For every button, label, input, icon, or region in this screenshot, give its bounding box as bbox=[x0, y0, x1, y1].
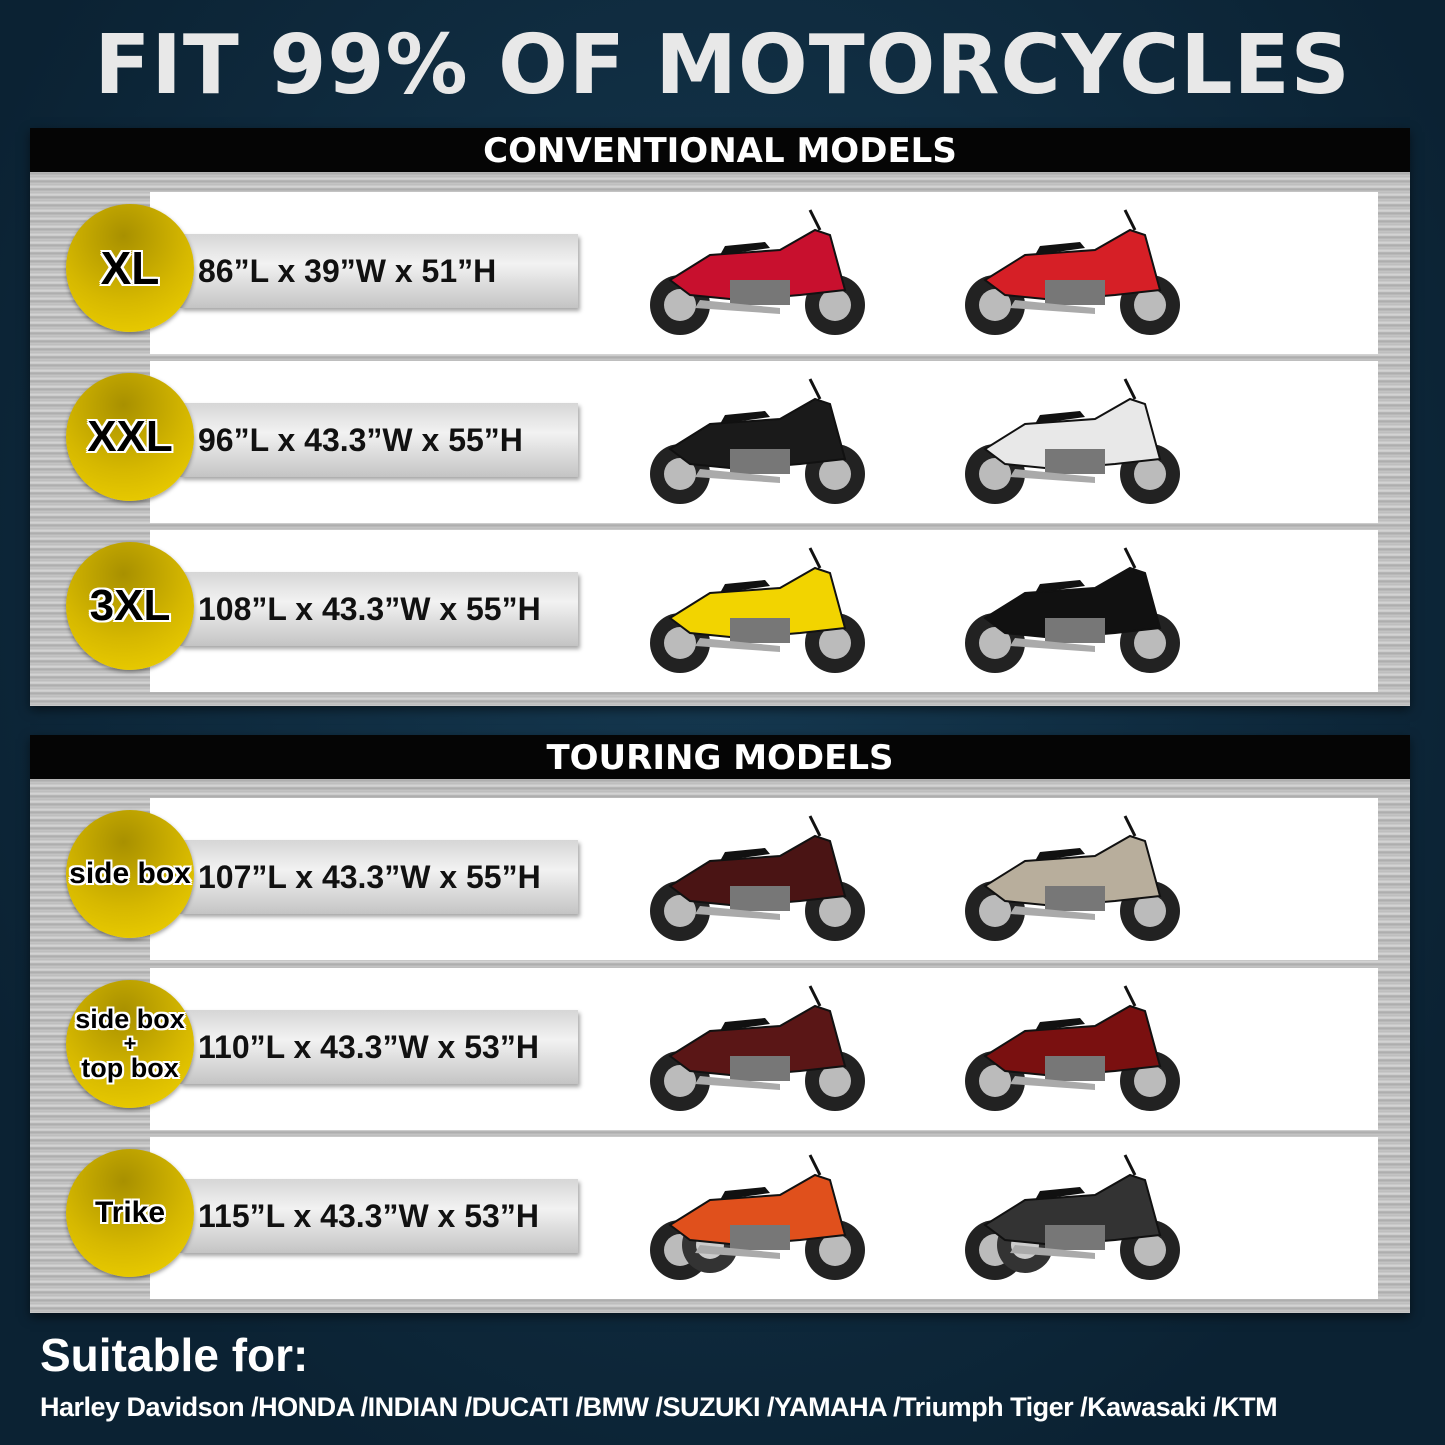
motorcycle-image bbox=[945, 976, 1205, 1122]
size-label: side box bbox=[69, 857, 191, 890]
motorcycle-image bbox=[945, 200, 1205, 346]
section-heading: TOURING MODELS bbox=[30, 735, 1410, 779]
section-heading: CONVENTIONAL MODELS bbox=[30, 128, 1410, 172]
page-title: FIT 99% OF MOTORCYCLES bbox=[94, 18, 1351, 113]
size-label: Trike bbox=[94, 1196, 166, 1229]
brand-list: Harley Davidson /HONDA /INDIAN /DUCATI /… bbox=[40, 1392, 1278, 1422]
size-label: XL bbox=[100, 242, 160, 294]
size-label: XXL bbox=[87, 412, 173, 461]
size-row-xl: XL 86”L x 39”W x 51”H bbox=[66, 192, 1378, 354]
motorcycle-image bbox=[630, 1145, 890, 1291]
size-badge: 3XL bbox=[66, 542, 194, 670]
dimensions-label: 110”L x 43.3”W x 53”H bbox=[180, 1010, 578, 1084]
motorcycle-image bbox=[630, 806, 890, 952]
conventional-panel: CONVENTIONAL MODELS XL 86”L x 39”W x 51”H… bbox=[30, 128, 1410, 706]
motorcycle-image bbox=[630, 369, 890, 515]
size-badge: side box + top box bbox=[66, 980, 194, 1108]
motorcycle-image bbox=[945, 538, 1205, 684]
size-badge: XXL bbox=[66, 373, 194, 501]
size-row-xxl: XXL 96”L x 43.3”W x 55”H bbox=[66, 361, 1378, 523]
motorcycle-image bbox=[630, 538, 890, 684]
dimensions-label: 96”L x 43.3”W x 55”H bbox=[180, 403, 578, 477]
touring-panel: TOURING MODELS side box 107”L x 43.3”W x … bbox=[30, 735, 1410, 1313]
size-label: top box bbox=[81, 1053, 179, 1083]
motorcycle-image bbox=[630, 200, 890, 346]
dimensions-label: 108”L x 43.3”W x 55”H bbox=[180, 572, 578, 646]
size-row-side-box: side box 107”L x 43.3”W x 55”H bbox=[66, 798, 1378, 960]
motorcycle-image bbox=[630, 976, 890, 1122]
plus-label: + bbox=[123, 1031, 137, 1056]
size-label: side box bbox=[75, 1004, 185, 1034]
motorcycle-image bbox=[945, 806, 1205, 952]
motorcycle-image bbox=[945, 369, 1205, 515]
size-row-trike: Trike 115”L x 43.3”W x 53”H bbox=[66, 1137, 1378, 1299]
dimensions-label: 86”L x 39”W x 51”H bbox=[180, 234, 578, 308]
motorcycle-image bbox=[945, 1145, 1205, 1291]
size-badge: side box bbox=[66, 810, 194, 938]
dimensions-label: 107”L x 43.3”W x 55”H bbox=[180, 840, 578, 914]
size-label: 3XL bbox=[89, 581, 171, 630]
size-row-side-top-box: side box + top box 110”L x 43.3”W x 53”H bbox=[66, 968, 1378, 1130]
suitable-heading: Suitable for: bbox=[40, 1329, 309, 1381]
size-badge: XL bbox=[66, 204, 194, 332]
size-badge: Trike bbox=[66, 1149, 194, 1277]
size-row-3xl: 3XL 108”L x 43.3”W x 55”H bbox=[66, 530, 1378, 692]
dimensions-label: 115”L x 43.3”W x 53”H bbox=[180, 1179, 578, 1253]
